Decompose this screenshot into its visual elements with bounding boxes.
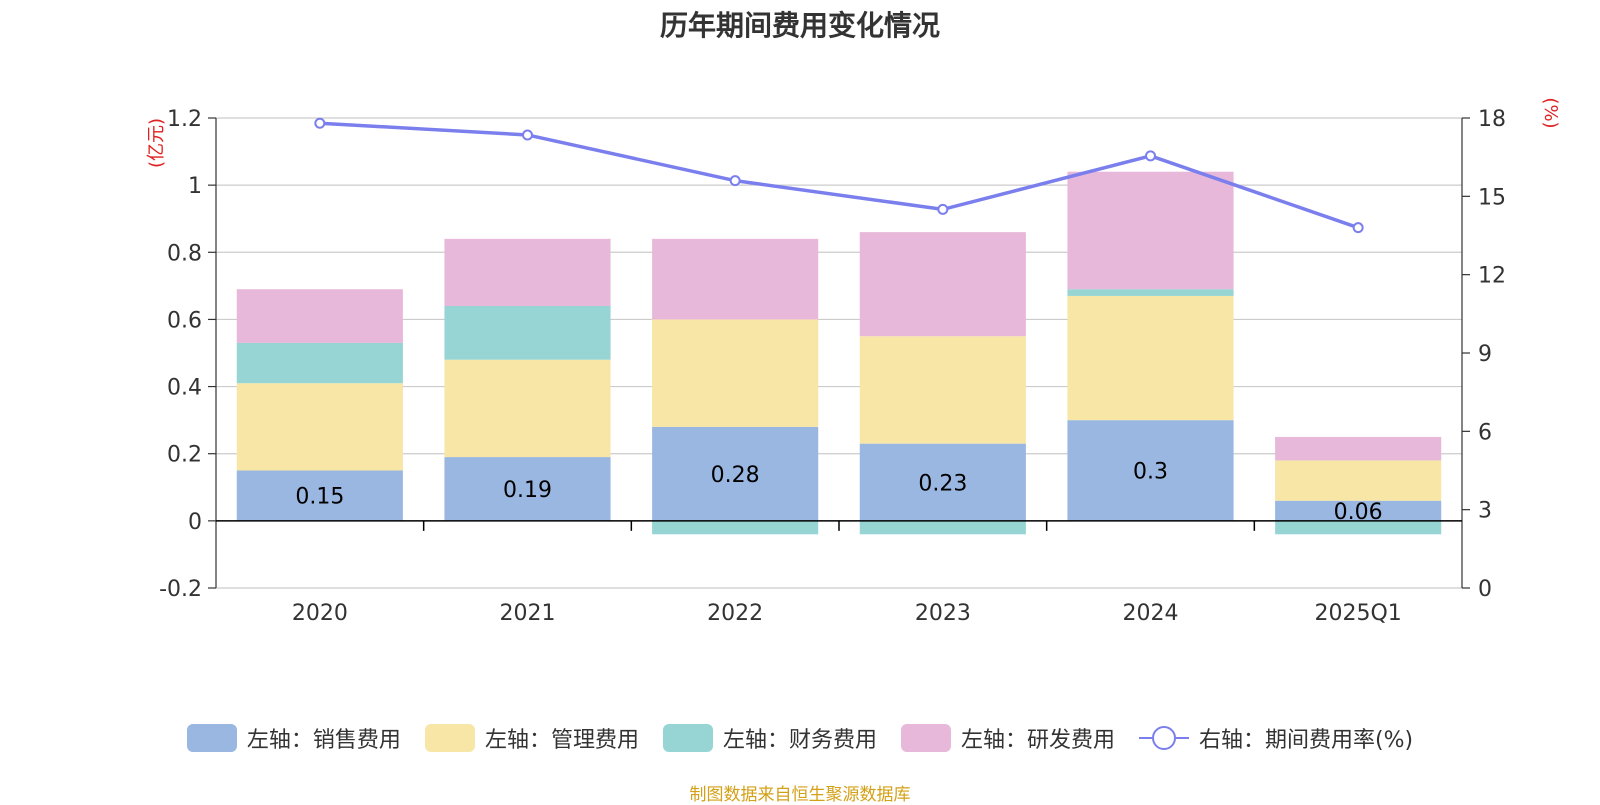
left-tick-label: 0.2 (167, 443, 202, 468)
bar-rnd-2022 (652, 238, 819, 320)
legend-label: 左轴：管理费用 (484, 728, 639, 753)
data-label-sales-2024: 0.3 (1133, 460, 1168, 485)
legend-label: 左轴：研发费用 (960, 728, 1115, 753)
bar-sales-2022 (652, 426, 819, 521)
right-tick-label: 15 (1478, 185, 1506, 210)
left-tick-label: 0 (188, 510, 202, 535)
category-label-2024: 2024 (1123, 601, 1179, 626)
bar-admin-2021 (444, 359, 611, 458)
left-tick-label: 0.4 (167, 376, 202, 401)
bar-admin-2024 (1067, 295, 1234, 421)
category-label-2023: 2023 (915, 601, 971, 626)
right-axis-unit: (%) (1540, 97, 1561, 128)
rate-point-2023 (937, 203, 949, 215)
bars (236, 171, 1442, 535)
bar-rnd-2020 (236, 289, 403, 343)
bar-sales-2020 (236, 470, 403, 521)
legend-item-rate_line[interactable]: 右轴：期间费用率(%) (1138, 722, 1414, 754)
legend-label: 左轴：销售费用 (246, 728, 401, 753)
bar-admin-2023 (859, 336, 1026, 444)
left-axis-unit: (亿元) (146, 118, 167, 168)
legend-swatch (900, 724, 951, 752)
bar-finance-2024 (1067, 289, 1234, 296)
category-label-2022: 2022 (707, 601, 763, 626)
bar-sales-2021 (444, 457, 611, 521)
legend-line-marker (1138, 726, 1189, 750)
bar-rnd-2021 (444, 238, 611, 306)
bar-sales-2023 (859, 443, 1026, 521)
rate-line-path (319, 121, 1359, 230)
category-label-2020: 2020 (292, 601, 348, 626)
bar-finance-2021 (444, 306, 611, 360)
legend-swatch (424, 724, 475, 752)
legend-swatch (662, 724, 713, 752)
rate-point-2024 (1145, 150, 1156, 162)
bar-admin-2020 (236, 383, 403, 471)
bar-finance-2020 (236, 342, 403, 384)
left-tick-label: 0.8 (167, 241, 202, 266)
left-tick-label: 1 (188, 174, 202, 199)
right-tick-label: 0 (1478, 577, 1492, 602)
source-note: 制图数据来自恒生聚源数据库 (689, 785, 911, 805)
legend-item-admin[interactable]: 左轴：管理费用 (424, 722, 639, 754)
legend-item-finance[interactable]: 左轴：财务费用 (662, 722, 877, 754)
legend: 左轴：销售费用 左轴：管理费用 左轴：财务费用 左轴：研发费用 右轴：期间费用率(%) (0, 720, 1600, 756)
bar-finance-2023 (859, 520, 1026, 535)
chart-title: 历年期间费用变化情况 (659, 9, 940, 42)
legend-item-rnd[interactable]: 左轴：研发费用 (900, 722, 1115, 754)
bar-sales-2024 (1067, 420, 1234, 521)
bar-finance-2025Q1 (1275, 520, 1442, 535)
data-label-sales-2020: 0.15 (295, 485, 344, 510)
category-label-2025Q1: 2025Q1 (1315, 601, 1402, 626)
rate-point-2021 (522, 129, 533, 141)
right-tick-label: 3 (1478, 499, 1492, 524)
data-label-sales-2025Q1: 0.06 (1334, 500, 1383, 525)
bar-admin-2022 (652, 319, 819, 427)
bar-admin-2025Q1 (1275, 460, 1442, 501)
left-tick-label: 0.6 (167, 308, 202, 333)
bar-finance-2022 (652, 520, 819, 535)
left-tick-label: 1.2 (167, 107, 202, 132)
rate-line (314, 117, 1364, 234)
right-tick-label: 6 (1478, 420, 1492, 445)
rate-point-2022 (729, 175, 741, 187)
legend-label: 右轴：期间费用率(%) (1198, 728, 1414, 753)
data-labels: 0.15 0.19 0.28 0.23 0.3 0.06 (295, 460, 1382, 525)
data-label-sales-2022: 0.28 (711, 463, 760, 488)
bar-rnd-2024 (1067, 171, 1234, 290)
right-tick-label: 12 (1478, 264, 1506, 289)
data-label-sales-2021: 0.19 (503, 478, 552, 503)
axes: -0.2 0 0.2 0.4 0.6 0.8 1 1.2 0 3 6 9 12 15 18 (亿元) (%) 20… (146, 97, 1561, 626)
category-label-2021: 2021 (500, 601, 556, 626)
right-tick-label: 9 (1478, 342, 1492, 367)
left-tick-label: -0.2 (159, 577, 202, 602)
bar-rnd-2025Q1 (1275, 436, 1442, 461)
legend-swatch (186, 724, 237, 752)
data-label-sales-2023: 0.23 (918, 471, 967, 496)
bar-sales-2025Q1 (1275, 500, 1442, 521)
rate-point-2020 (314, 117, 326, 129)
legend-label: 左轴：财务费用 (722, 728, 877, 753)
bar-rnd-2023 (859, 232, 1026, 337)
right-tick-label: 18 (1478, 107, 1506, 132)
legend-item-sales[interactable]: 左轴：销售费用 (186, 722, 401, 754)
rate-point-2025Q1 (1352, 222, 1364, 234)
